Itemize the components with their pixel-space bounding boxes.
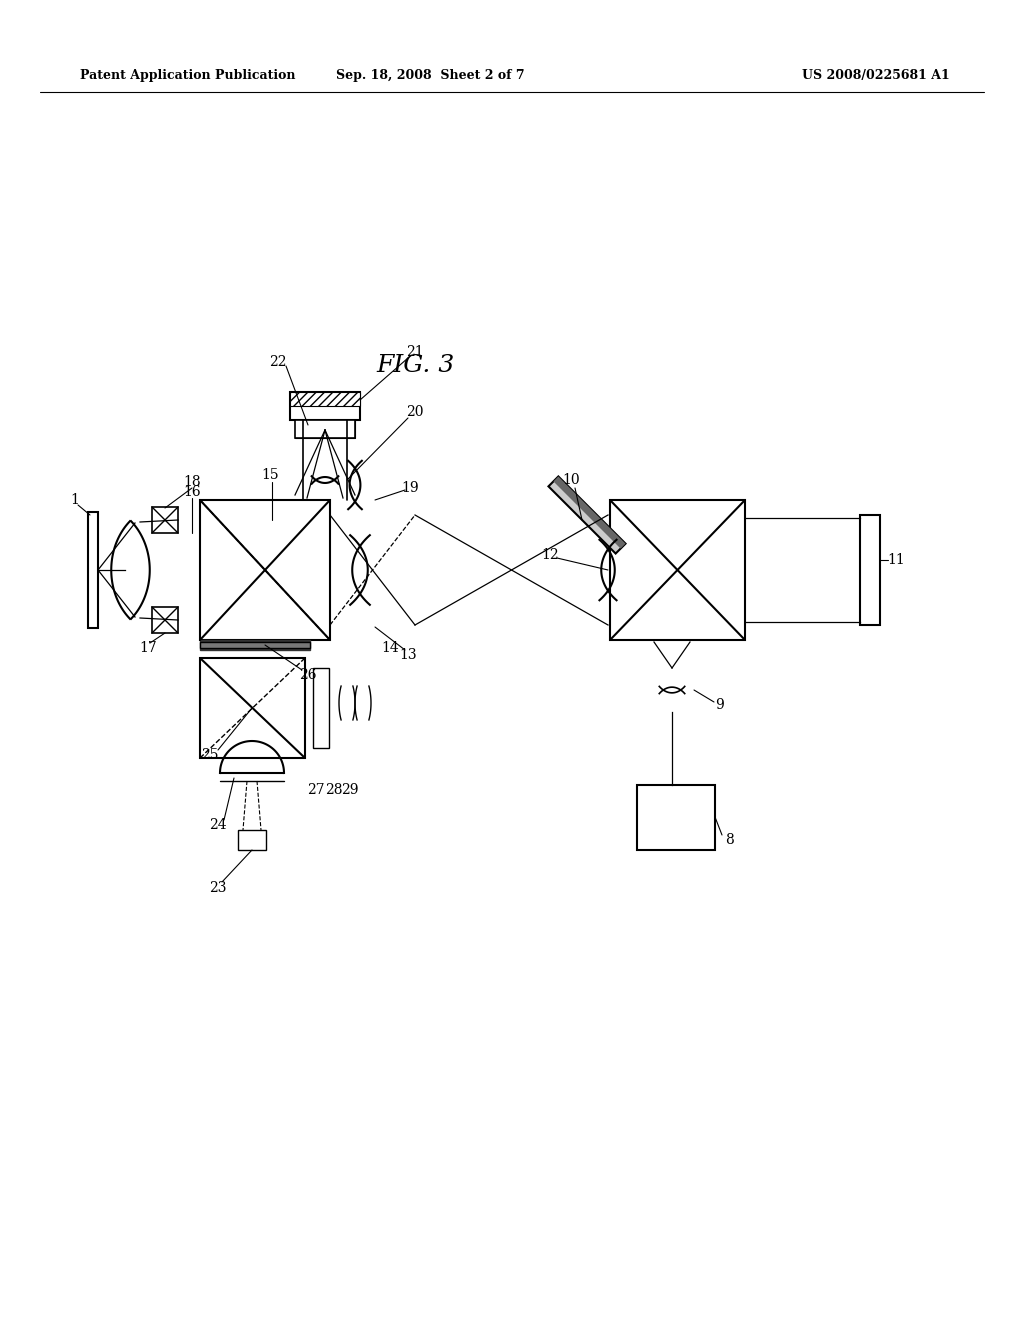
- Bar: [88, 512, 98, 628]
- Text: 13: 13: [399, 648, 417, 663]
- Bar: [152, 607, 178, 634]
- Text: 19: 19: [401, 480, 419, 495]
- Text: 14: 14: [381, 642, 399, 655]
- Text: Patent Application Publication: Patent Application Publication: [80, 69, 296, 82]
- Bar: [152, 507, 178, 533]
- Bar: [860, 515, 880, 624]
- Text: 16: 16: [183, 484, 201, 499]
- Bar: [860, 515, 880, 624]
- Text: 9: 9: [716, 698, 724, 711]
- Bar: [313, 668, 329, 748]
- Text: 22: 22: [269, 355, 287, 370]
- Text: 8: 8: [726, 833, 734, 847]
- Bar: [238, 830, 266, 850]
- Text: US 2008/0225681 A1: US 2008/0225681 A1: [802, 69, 950, 82]
- Text: 25: 25: [202, 748, 219, 762]
- Bar: [637, 785, 715, 850]
- Text: 28: 28: [326, 783, 343, 797]
- Polygon shape: [553, 477, 626, 549]
- Text: 21: 21: [407, 345, 424, 359]
- Text: 29: 29: [341, 783, 358, 797]
- Text: 24: 24: [209, 818, 226, 832]
- Bar: [295, 420, 355, 438]
- Bar: [295, 420, 355, 438]
- Text: Sep. 18, 2008  Sheet 2 of 7: Sep. 18, 2008 Sheet 2 of 7: [336, 69, 524, 82]
- Polygon shape: [549, 477, 626, 553]
- Bar: [290, 392, 360, 407]
- Text: 27: 27: [307, 783, 325, 797]
- Text: 1: 1: [71, 492, 80, 507]
- Text: 18: 18: [183, 475, 201, 488]
- Text: 23: 23: [209, 880, 226, 895]
- Text: 26: 26: [299, 668, 316, 682]
- Text: 17: 17: [139, 642, 157, 655]
- Bar: [610, 500, 745, 640]
- Bar: [290, 392, 360, 420]
- Text: 10: 10: [562, 473, 580, 487]
- Bar: [200, 640, 310, 649]
- Bar: [200, 642, 310, 648]
- Text: FIG. 3: FIG. 3: [376, 354, 454, 376]
- Text: 20: 20: [407, 405, 424, 418]
- Text: 15: 15: [261, 469, 279, 482]
- Text: 11: 11: [887, 553, 905, 568]
- Bar: [200, 657, 305, 758]
- Text: 12: 12: [542, 548, 559, 562]
- Bar: [200, 500, 330, 640]
